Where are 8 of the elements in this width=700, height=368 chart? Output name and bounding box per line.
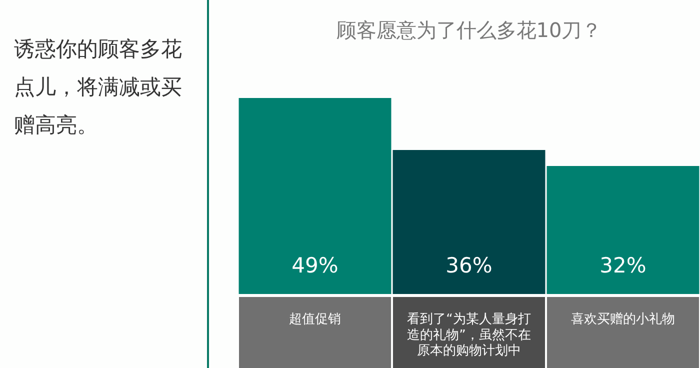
data-label: 49% bbox=[292, 253, 338, 278]
x-tick-label: 看到了“为某人量身打造的礼物”，虽然不在原本的购物计划中 bbox=[407, 312, 531, 358]
text: 诱惑你的顾客多花点儿，将满减或买赠高亮。 bbox=[14, 36, 183, 139]
data-label: 36% bbox=[446, 253, 492, 278]
data-label: 32% bbox=[600, 253, 646, 278]
chart-title: 顾客愿意为了什么多花10刀？ bbox=[336, 18, 602, 42]
x-tick-label: 超值促销 bbox=[289, 312, 341, 328]
x-tick-label: 喜欢买赠的小礼物 bbox=[571, 312, 675, 328]
